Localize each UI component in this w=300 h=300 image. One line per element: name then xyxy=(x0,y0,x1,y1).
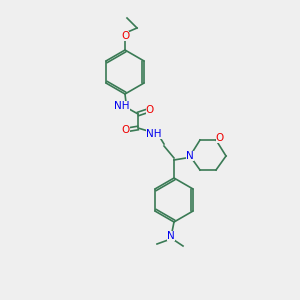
Text: NH: NH xyxy=(146,129,162,139)
Text: O: O xyxy=(121,31,129,41)
Text: NH: NH xyxy=(114,101,130,111)
Text: N: N xyxy=(167,231,175,241)
Text: O: O xyxy=(146,105,154,115)
Text: O: O xyxy=(216,133,224,143)
Text: O: O xyxy=(122,125,130,135)
Text: N: N xyxy=(186,151,194,161)
